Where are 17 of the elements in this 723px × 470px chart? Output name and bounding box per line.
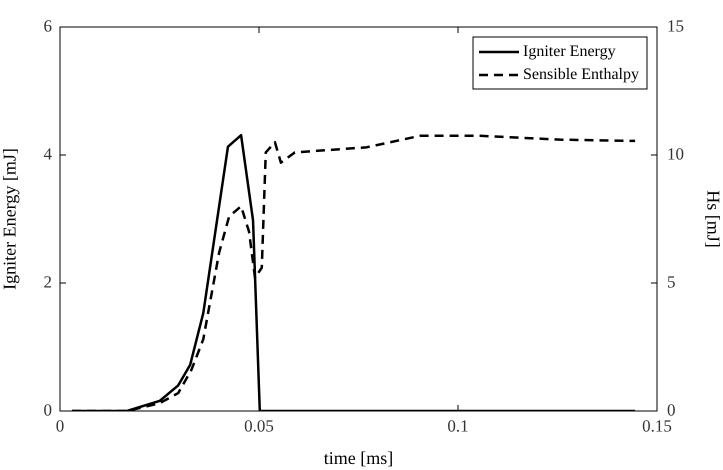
y2-tick-label: 5 — [667, 272, 676, 292]
y2-tick-label: 10 — [667, 144, 684, 164]
y-tick-label: 6 — [44, 16, 52, 36]
y-tick-label: 4 — [44, 144, 52, 164]
y2-tick-label: 15 — [667, 16, 684, 36]
x-tick-label: 0.15 — [642, 416, 672, 436]
legend-label: Igniter Energy — [523, 43, 616, 60]
x-tick-label: 0.05 — [244, 416, 274, 436]
y-tick-label: 0 — [44, 400, 52, 420]
legend-label: Sensible Enthalpy — [523, 66, 639, 84]
y2-axis-title: Hs [mJ] — [703, 190, 723, 248]
y2-tick-label: 0 — [667, 400, 676, 420]
x-tick-label: 0 — [56, 416, 64, 436]
x-axis-title: time [ms] — [324, 448, 394, 468]
y-tick-label: 2 — [44, 272, 52, 292]
y-axis-title: Igniter Energy [mJ] — [0, 148, 20, 290]
x-tick-label: 0.1 — [447, 416, 469, 436]
